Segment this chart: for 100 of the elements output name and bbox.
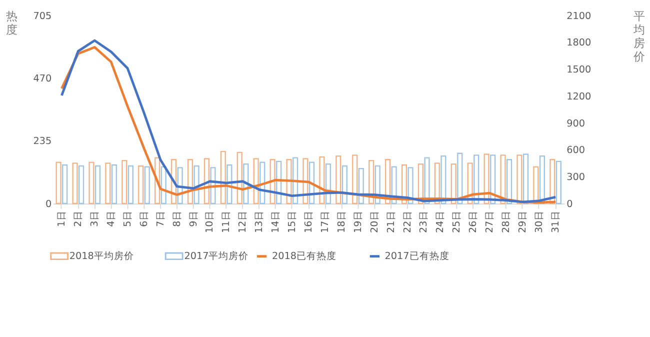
bar (302, 158, 308, 204)
bar (474, 154, 480, 204)
x-tick-label: 28日 (501, 210, 512, 233)
bar (368, 160, 374, 204)
bar (467, 162, 473, 204)
y2-tick-label: 2100 (566, 10, 592, 22)
x-tick-label: 13日 (254, 210, 266, 233)
bar (336, 155, 342, 204)
bar (154, 157, 160, 204)
legend-label: 2018平均房价 (69, 250, 134, 262)
x-tick-label: 29日 (517, 210, 528, 233)
x-tick-label: 4日 (106, 210, 117, 227)
bar (122, 160, 128, 204)
x-tick-label: 25日 (452, 210, 463, 233)
legend-label: 2018已有热度 (272, 250, 336, 262)
x-tick-label: 8日 (172, 210, 183, 227)
bar (450, 164, 456, 204)
x-tick-label: 31日 (550, 210, 562, 233)
bar (490, 154, 496, 204)
bar (260, 162, 266, 204)
bar (506, 159, 512, 204)
y2-tick-label: 1800 (566, 38, 592, 49)
bar (170, 159, 177, 204)
bar (484, 154, 490, 204)
bar (319, 156, 325, 204)
bar (78, 165, 84, 204)
bar (62, 164, 68, 204)
bar (424, 157, 430, 204)
x-tick-label: 23日 (418, 210, 430, 233)
x-tick-label: 22日 (402, 210, 414, 233)
bar (401, 164, 408, 204)
x-tick-label: 21日 (386, 210, 397, 233)
y2-tick-label: 300 (566, 172, 585, 184)
bar (236, 152, 242, 204)
bar (286, 159, 292, 204)
y2-tick-label: 0 (566, 198, 573, 210)
y-tick-label: 235 (33, 136, 52, 148)
x-tick-label: 15日 (287, 210, 298, 233)
x-tick-label: 12日 (238, 210, 249, 233)
legend-label: 2017已有热度 (384, 250, 450, 262)
bar (204, 158, 210, 204)
x-tick-label: 19日 (352, 210, 364, 233)
bar (187, 159, 194, 204)
bar (144, 166, 150, 204)
bar (391, 166, 397, 204)
bar (457, 152, 463, 204)
x-tick-label: 10日 (204, 210, 216, 233)
x-tick-label: 20日 (369, 210, 380, 233)
bar (342, 165, 348, 204)
bar (226, 164, 232, 204)
x-tick-label: 16日 (304, 210, 314, 233)
x-tick-label: 2日 (73, 210, 84, 227)
bar (111, 164, 117, 204)
bar (500, 154, 506, 204)
bar (539, 155, 545, 204)
x-tick-label: 14日 (270, 210, 282, 233)
bar (105, 162, 111, 204)
bar (522, 154, 529, 204)
bar (434, 162, 440, 204)
bar (210, 167, 216, 204)
bar (194, 165, 200, 204)
x-tick-label: 7日 (155, 210, 166, 227)
bar (177, 167, 183, 204)
x-tick-label: 9日 (188, 210, 200, 227)
bar (243, 164, 249, 204)
x-tick-label: 5日 (122, 210, 134, 227)
bar (308, 162, 315, 204)
y-tick-label: 705 (33, 10, 52, 22)
x-tick-label: 17日 (320, 210, 331, 233)
bar (88, 162, 94, 204)
x-tick-label: 27日 (484, 210, 496, 233)
bar (374, 165, 380, 204)
x-tick-label: 3日 (90, 210, 100, 227)
y2-tick-label: 1200 (566, 91, 592, 102)
y-tick-label: 0 (45, 198, 52, 210)
x-tick-label: 11日 (221, 210, 232, 233)
x-tick-label: 1日 (56, 210, 68, 227)
bar (352, 154, 358, 204)
bar (384, 159, 391, 204)
bar (292, 157, 298, 204)
bar (276, 160, 282, 204)
x-tick-label: 30日 (534, 210, 545, 233)
bar (440, 155, 446, 204)
bar (408, 167, 414, 204)
legend-label: 2017平均房价 (184, 250, 249, 262)
y2-axis-title: 平均房价 (632, 8, 646, 64)
bar (128, 165, 134, 204)
bar (56, 162, 62, 204)
bar (550, 159, 556, 204)
bar (516, 154, 522, 204)
y2-tick-label: 1500 (566, 64, 592, 76)
bar (270, 159, 276, 204)
bar (220, 150, 226, 204)
y-axis-title: 热度 (6, 8, 18, 36)
bar (556, 160, 562, 204)
bar (358, 168, 364, 204)
bar (160, 166, 166, 204)
x-tick-label: 18日 (336, 210, 348, 233)
y2-tick-label: 900 (566, 118, 585, 130)
bar (533, 166, 539, 204)
